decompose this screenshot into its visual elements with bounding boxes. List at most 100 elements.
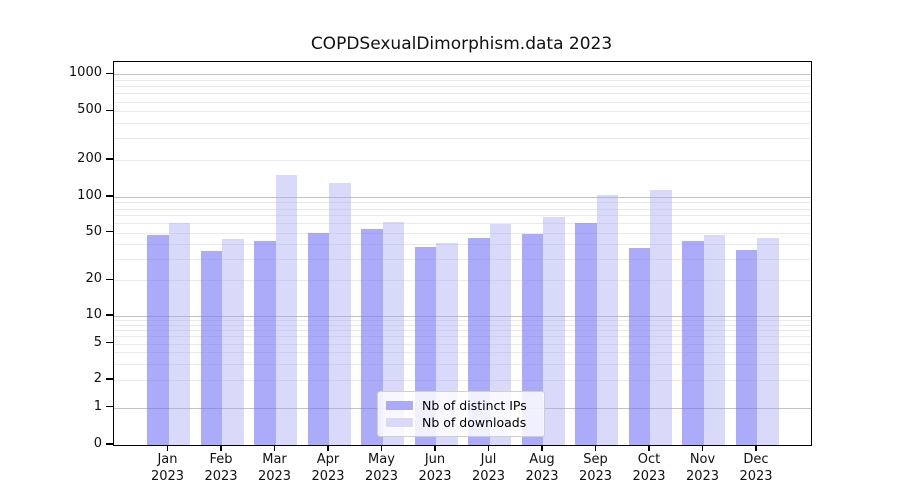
gridline-minor bbox=[114, 202, 811, 204]
bar-distinct-ips-feb bbox=[200, 251, 222, 445]
gridline-minor bbox=[114, 320, 811, 322]
x-tick-label: Dec 2023 bbox=[739, 452, 773, 484]
gridline-minor bbox=[114, 101, 811, 103]
gridline-minor bbox=[114, 208, 811, 210]
y-tick-label: 2 bbox=[93, 371, 102, 387]
y-tick-mark bbox=[106, 406, 113, 408]
gridline-minor bbox=[114, 232, 811, 234]
gridline-minor bbox=[114, 86, 811, 88]
bar-downloads-may bbox=[382, 221, 404, 445]
gridline-minor bbox=[114, 330, 811, 332]
gridline-minor bbox=[114, 259, 811, 261]
gridline-minor bbox=[114, 111, 811, 113]
y-tick-label: 5 bbox=[93, 334, 102, 350]
y-tick-mark bbox=[106, 231, 113, 233]
x-tick-mark bbox=[434, 445, 436, 451]
y-tick-mark bbox=[106, 314, 113, 316]
gridline-minor bbox=[114, 223, 811, 225]
x-tick-mark bbox=[648, 445, 650, 451]
x-tick-label: Nov 2023 bbox=[685, 452, 720, 484]
gridline-minor bbox=[114, 160, 811, 162]
gridline-minor bbox=[114, 138, 811, 140]
gridline-major bbox=[114, 197, 811, 198]
x-tick-mark bbox=[541, 445, 543, 451]
legend-item-distinct-ips: Nb of distinct IPs bbox=[386, 398, 536, 413]
bar-downloads-oct bbox=[650, 189, 672, 445]
y-tick-label: 50 bbox=[85, 223, 102, 239]
bar-downloads-aug bbox=[543, 216, 565, 445]
x-tick-label: Feb 2023 bbox=[204, 452, 238, 484]
gridline-major bbox=[114, 74, 811, 76]
legend-swatch-distinct-ips-icon bbox=[386, 401, 413, 410]
x-tick-mark bbox=[594, 445, 597, 451]
bar-downloads-feb bbox=[222, 239, 244, 445]
legend-item-downloads: Nb of downloads bbox=[386, 414, 536, 430]
bar-downloads-jul bbox=[489, 224, 511, 445]
plot-area bbox=[113, 61, 812, 446]
x-tick-mark bbox=[220, 445, 222, 451]
bar-downloads-nov bbox=[703, 234, 725, 445]
bar-downloads-dec bbox=[757, 238, 779, 445]
legend-swatch-downloads-icon bbox=[386, 418, 413, 427]
y-tick-label: 1 bbox=[93, 398, 102, 414]
bar-distinct-ips-apr bbox=[307, 232, 329, 445]
y-tick-label: 20 bbox=[85, 271, 102, 287]
y-tick-mark bbox=[106, 109, 113, 111]
y-tick-label: 500 bbox=[77, 102, 102, 118]
x-tick-label: Jul 2023 bbox=[471, 452, 506, 484]
gridline-minor bbox=[114, 93, 811, 95]
y-tick-mark bbox=[106, 195, 113, 197]
y-tick-mark bbox=[106, 158, 113, 160]
gridline-minor bbox=[114, 215, 811, 217]
gridline-minor bbox=[114, 363, 811, 365]
gridline-minor bbox=[114, 343, 811, 345]
bar-downloads-apr bbox=[329, 183, 351, 445]
x-tick-label: Sep 2023 bbox=[578, 452, 613, 484]
y-tick-mark bbox=[106, 443, 113, 445]
gridline-major bbox=[114, 316, 811, 317]
gridline-minor bbox=[114, 380, 811, 382]
x-tick-label: Jan 2023 bbox=[150, 452, 185, 484]
bar-downloads-mar bbox=[275, 175, 297, 445]
gridline-minor bbox=[114, 336, 811, 338]
x-tick-label: Jun 2023 bbox=[418, 452, 452, 484]
y-tick-mark bbox=[106, 342, 113, 344]
x-tick-label: Oct 2023 bbox=[632, 452, 666, 484]
x-tick-mark bbox=[273, 445, 276, 451]
x-tick-label: Apr 2023 bbox=[311, 452, 345, 484]
x-tick-mark bbox=[380, 445, 383, 451]
y-tick-label: 100 bbox=[77, 188, 102, 203]
x-tick-mark bbox=[327, 445, 329, 451]
bar-downloads-jan bbox=[168, 222, 190, 445]
x-tick-mark bbox=[701, 445, 704, 451]
chart-title: COPDSexualDimorphism.data 2023 bbox=[310, 34, 613, 54]
y-tick-label: 0 bbox=[93, 436, 102, 451]
gridline-minor bbox=[114, 352, 811, 354]
gridline-minor bbox=[114, 244, 811, 246]
x-tick-label: Aug 2023 bbox=[525, 452, 559, 484]
legend-label-downloads: Nb of downloads bbox=[422, 414, 527, 430]
bar-downloads-sep bbox=[596, 195, 618, 445]
bar-distinct-ips-sep bbox=[575, 222, 597, 445]
legend: Nb of distinct IPs Nb of downloads bbox=[377, 391, 545, 437]
y-tick-label: 200 bbox=[77, 151, 102, 167]
x-tick-label: Mar 2023 bbox=[257, 452, 292, 484]
bar-distinct-ips-mar bbox=[254, 240, 276, 445]
x-tick-mark bbox=[755, 445, 757, 451]
gridline-minor bbox=[114, 280, 811, 282]
gridline-minor bbox=[114, 324, 811, 326]
x-tick-mark bbox=[487, 445, 490, 451]
x-tick-label: May 2023 bbox=[364, 452, 399, 484]
gridline-minor bbox=[114, 123, 811, 125]
y-tick-label: 10 bbox=[85, 307, 102, 322]
x-tick-mark bbox=[166, 445, 169, 451]
y-tick-label: 1000 bbox=[68, 65, 102, 81]
bar-distinct-ips-may bbox=[361, 228, 383, 445]
y-tick-mark bbox=[106, 72, 113, 74]
gridline-minor bbox=[114, 79, 811, 81]
bar-distinct-ips-dec bbox=[735, 249, 757, 445]
bar-distinct-ips-oct bbox=[628, 248, 650, 445]
bar-distinct-ips-nov bbox=[682, 240, 704, 445]
y-tick-mark bbox=[106, 278, 113, 280]
